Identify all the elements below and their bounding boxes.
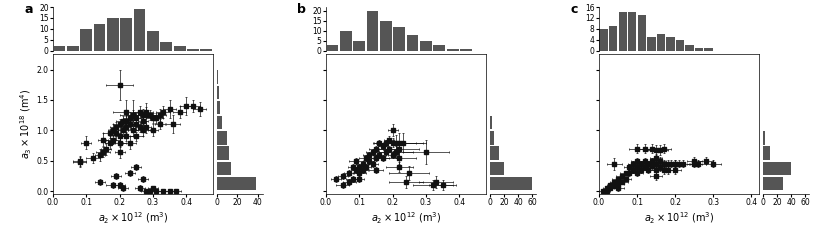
Bar	[217, 131, 228, 145]
Bar	[54, 46, 65, 51]
Bar	[637, 15, 646, 51]
Bar	[647, 37, 655, 51]
Bar	[460, 49, 472, 51]
Bar	[619, 12, 627, 51]
Bar	[187, 48, 199, 51]
Bar	[628, 12, 637, 51]
Bar	[217, 116, 222, 129]
Bar	[763, 131, 764, 145]
Bar	[354, 41, 365, 51]
Y-axis label: $a_3 \times 10^{18}\ (\mathrm{m}^4)$: $a_3 \times 10^{18}\ (\mathrm{m}^4)$	[19, 89, 34, 159]
Bar	[67, 46, 79, 51]
Bar	[174, 46, 185, 51]
Bar	[763, 146, 770, 160]
X-axis label: $a_2 \times 10^{12}\ (\mathrm{m}^3)$: $a_2 \times 10^{12}\ (\mathrm{m}^3)$	[371, 210, 441, 226]
Text: b: b	[297, 3, 306, 16]
Bar	[217, 177, 256, 190]
Bar	[367, 11, 379, 51]
X-axis label: $a_2 \times 10^{12}\ (\mathrm{m}^3)$: $a_2 \times 10^{12}\ (\mathrm{m}^3)$	[644, 210, 714, 226]
Bar	[93, 25, 106, 51]
Bar	[393, 27, 405, 51]
Bar	[217, 70, 218, 84]
Bar	[80, 29, 92, 51]
Bar	[217, 86, 220, 99]
Bar	[120, 18, 133, 51]
Bar	[160, 42, 172, 51]
Bar	[666, 37, 675, 51]
Bar	[490, 146, 498, 160]
Bar	[433, 45, 446, 51]
Bar	[695, 48, 703, 51]
Bar	[217, 146, 229, 160]
Bar	[327, 45, 338, 51]
Bar	[340, 31, 352, 51]
Bar	[763, 177, 783, 190]
Bar	[201, 48, 212, 51]
Bar	[657, 34, 665, 51]
Bar	[447, 49, 459, 51]
Bar	[490, 116, 492, 129]
Bar	[217, 162, 232, 175]
Text: c: c	[570, 3, 577, 16]
Bar	[380, 21, 392, 51]
Bar	[676, 40, 684, 51]
Bar	[147, 31, 159, 51]
Text: a: a	[24, 3, 33, 16]
Bar	[599, 29, 608, 51]
Bar	[133, 9, 146, 51]
Bar	[609, 26, 617, 51]
Bar	[217, 101, 220, 114]
X-axis label: $a_2 \times 10^{12}\ (\mathrm{m}^3)$: $a_2 \times 10^{12}\ (\mathrm{m}^3)$	[98, 210, 168, 226]
Bar	[685, 45, 693, 51]
Bar	[490, 177, 533, 190]
Bar	[490, 162, 504, 175]
Bar	[406, 35, 419, 51]
Bar	[107, 18, 119, 51]
Bar	[763, 162, 791, 175]
Bar	[704, 48, 713, 51]
Bar	[420, 41, 432, 51]
Bar	[490, 131, 493, 145]
